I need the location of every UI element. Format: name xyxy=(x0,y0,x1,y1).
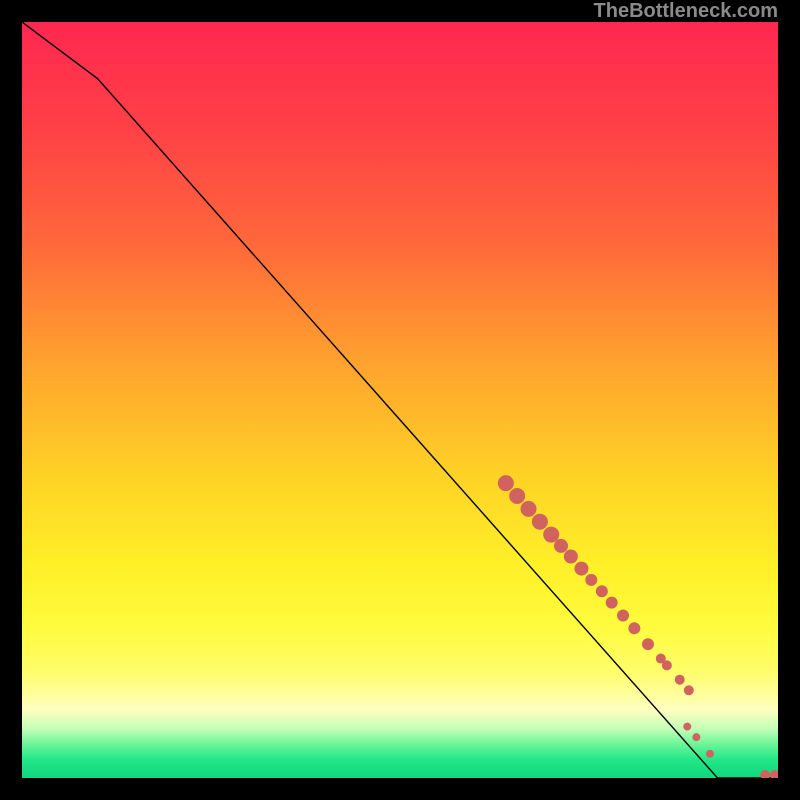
scatter-point xyxy=(706,750,714,758)
scatter-point xyxy=(596,585,608,597)
chart-plot-area xyxy=(22,22,778,778)
scatter-point xyxy=(564,549,578,563)
scatter-point xyxy=(675,675,685,685)
scatter-point xyxy=(662,660,672,670)
scatter-point xyxy=(543,527,559,543)
scatter-point xyxy=(574,562,588,576)
scatter-point xyxy=(617,609,629,621)
scatter-point xyxy=(692,733,700,741)
scatter-point xyxy=(642,638,654,650)
scatter-point xyxy=(554,539,568,553)
scatter-point xyxy=(521,501,537,517)
chart-svg xyxy=(22,22,778,778)
scatter-point xyxy=(684,685,694,695)
scatter-point xyxy=(509,488,525,504)
scatter-point xyxy=(498,475,514,491)
scatter-point xyxy=(683,723,691,731)
watermark-text: TheBottleneck.com xyxy=(594,0,778,23)
scatter-point xyxy=(606,597,618,609)
scatter-point xyxy=(628,622,640,634)
scatter-point xyxy=(585,574,597,586)
scatter-point xyxy=(532,514,548,530)
